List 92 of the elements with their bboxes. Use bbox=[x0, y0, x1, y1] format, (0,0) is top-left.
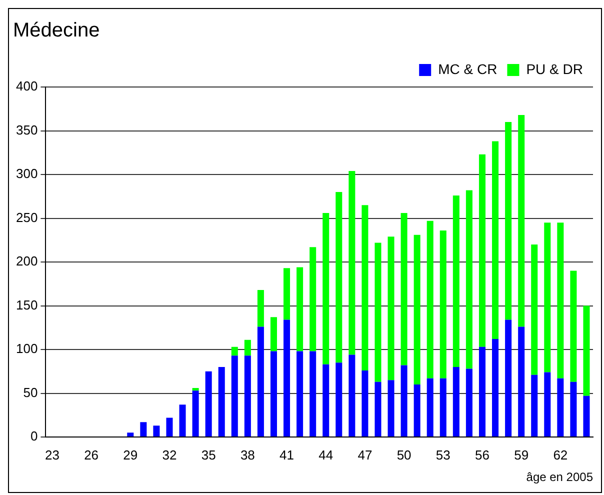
x-tick-label: 44 bbox=[318, 447, 334, 462]
x-tick-label: 47 bbox=[358, 447, 372, 462]
x-tick-label: 23 bbox=[44, 447, 60, 462]
bar bbox=[322, 364, 330, 436]
x-tick-label: 62 bbox=[553, 447, 568, 462]
bar bbox=[426, 220, 434, 378]
legend-label: MC & CR bbox=[438, 60, 498, 77]
bar bbox=[284, 320, 290, 436]
x-tick-label: 50 bbox=[396, 447, 412, 462]
bar bbox=[557, 378, 564, 436]
bar bbox=[452, 367, 460, 436]
bar bbox=[478, 154, 486, 347]
bar bbox=[179, 404, 186, 436]
bar bbox=[505, 122, 512, 320]
y-tick-label: 250 bbox=[16, 210, 38, 225]
bar bbox=[414, 384, 420, 436]
bar bbox=[257, 290, 264, 327]
bar bbox=[218, 367, 225, 436]
bar bbox=[388, 236, 394, 380]
x-tick-label: 41 bbox=[280, 447, 294, 462]
x-tick-label: 32 bbox=[162, 447, 177, 462]
bar bbox=[270, 317, 277, 352]
bar bbox=[257, 326, 264, 436]
y-tick-label: 350 bbox=[16, 122, 38, 138]
x-tick-label: 29 bbox=[123, 447, 138, 462]
bar bbox=[231, 346, 238, 356]
bar bbox=[583, 396, 590, 436]
bar bbox=[127, 432, 134, 436]
bar bbox=[362, 205, 368, 370]
bar bbox=[544, 222, 551, 372]
bar bbox=[166, 418, 173, 436]
bar bbox=[570, 270, 577, 382]
y-tick-label: 400 bbox=[16, 78, 38, 94]
bar bbox=[544, 372, 551, 436]
bar bbox=[348, 354, 356, 436]
bar bbox=[583, 306, 590, 396]
bar bbox=[400, 365, 408, 436]
bar bbox=[440, 230, 446, 378]
bar bbox=[336, 192, 342, 363]
bar bbox=[205, 371, 212, 436]
bar bbox=[140, 422, 147, 436]
y-tick-label: 50 bbox=[23, 384, 38, 400]
bar bbox=[284, 268, 290, 320]
bar bbox=[557, 222, 564, 378]
x-tick-label: 53 bbox=[436, 447, 450, 462]
x-tick-label: 56 bbox=[475, 447, 490, 462]
bar bbox=[153, 426, 160, 436]
bar bbox=[192, 390, 199, 436]
bar bbox=[322, 213, 330, 364]
bar bbox=[231, 356, 238, 436]
bar bbox=[348, 171, 356, 355]
bar bbox=[466, 368, 472, 436]
bar bbox=[244, 340, 251, 356]
bar bbox=[400, 213, 408, 366]
bar bbox=[296, 267, 304, 352]
x-tick-label: 59 bbox=[514, 447, 529, 462]
bar bbox=[505, 320, 512, 436]
y-tick-label: 100 bbox=[16, 341, 38, 356]
y-tick-label: 150 bbox=[16, 297, 38, 312]
bar bbox=[452, 196, 460, 367]
bar bbox=[531, 374, 538, 436]
bar bbox=[244, 356, 251, 436]
bar bbox=[192, 388, 199, 391]
bar bbox=[270, 351, 277, 436]
bar bbox=[492, 141, 499, 339]
y-tick-label: 0 bbox=[30, 428, 38, 444]
bar bbox=[478, 346, 486, 436]
legend-label: PU & DR bbox=[526, 60, 584, 77]
bar bbox=[518, 326, 525, 436]
bar bbox=[362, 370, 368, 436]
x-tick-label: 38 bbox=[240, 447, 255, 462]
bar bbox=[531, 244, 538, 375]
x-tick-label: 35 bbox=[201, 447, 216, 462]
bar bbox=[310, 351, 316, 436]
bar bbox=[374, 382, 382, 436]
bar bbox=[440, 378, 446, 436]
bar bbox=[570, 382, 577, 436]
bar bbox=[414, 234, 420, 384]
bar bbox=[374, 242, 382, 382]
y-tick-label: 300 bbox=[16, 166, 38, 182]
chart-title: Médecine bbox=[13, 20, 100, 42]
bar bbox=[296, 351, 304, 436]
bar bbox=[426, 378, 434, 436]
y-tick-label: 200 bbox=[16, 254, 38, 269]
bar bbox=[466, 190, 472, 369]
bar bbox=[310, 247, 316, 352]
x-axis-title: âge en 2005 bbox=[526, 470, 594, 484]
bar bbox=[388, 380, 394, 436]
x-tick-label: 26 bbox=[84, 447, 99, 462]
bar bbox=[518, 115, 525, 327]
bar bbox=[336, 362, 342, 436]
bar bbox=[492, 339, 499, 436]
